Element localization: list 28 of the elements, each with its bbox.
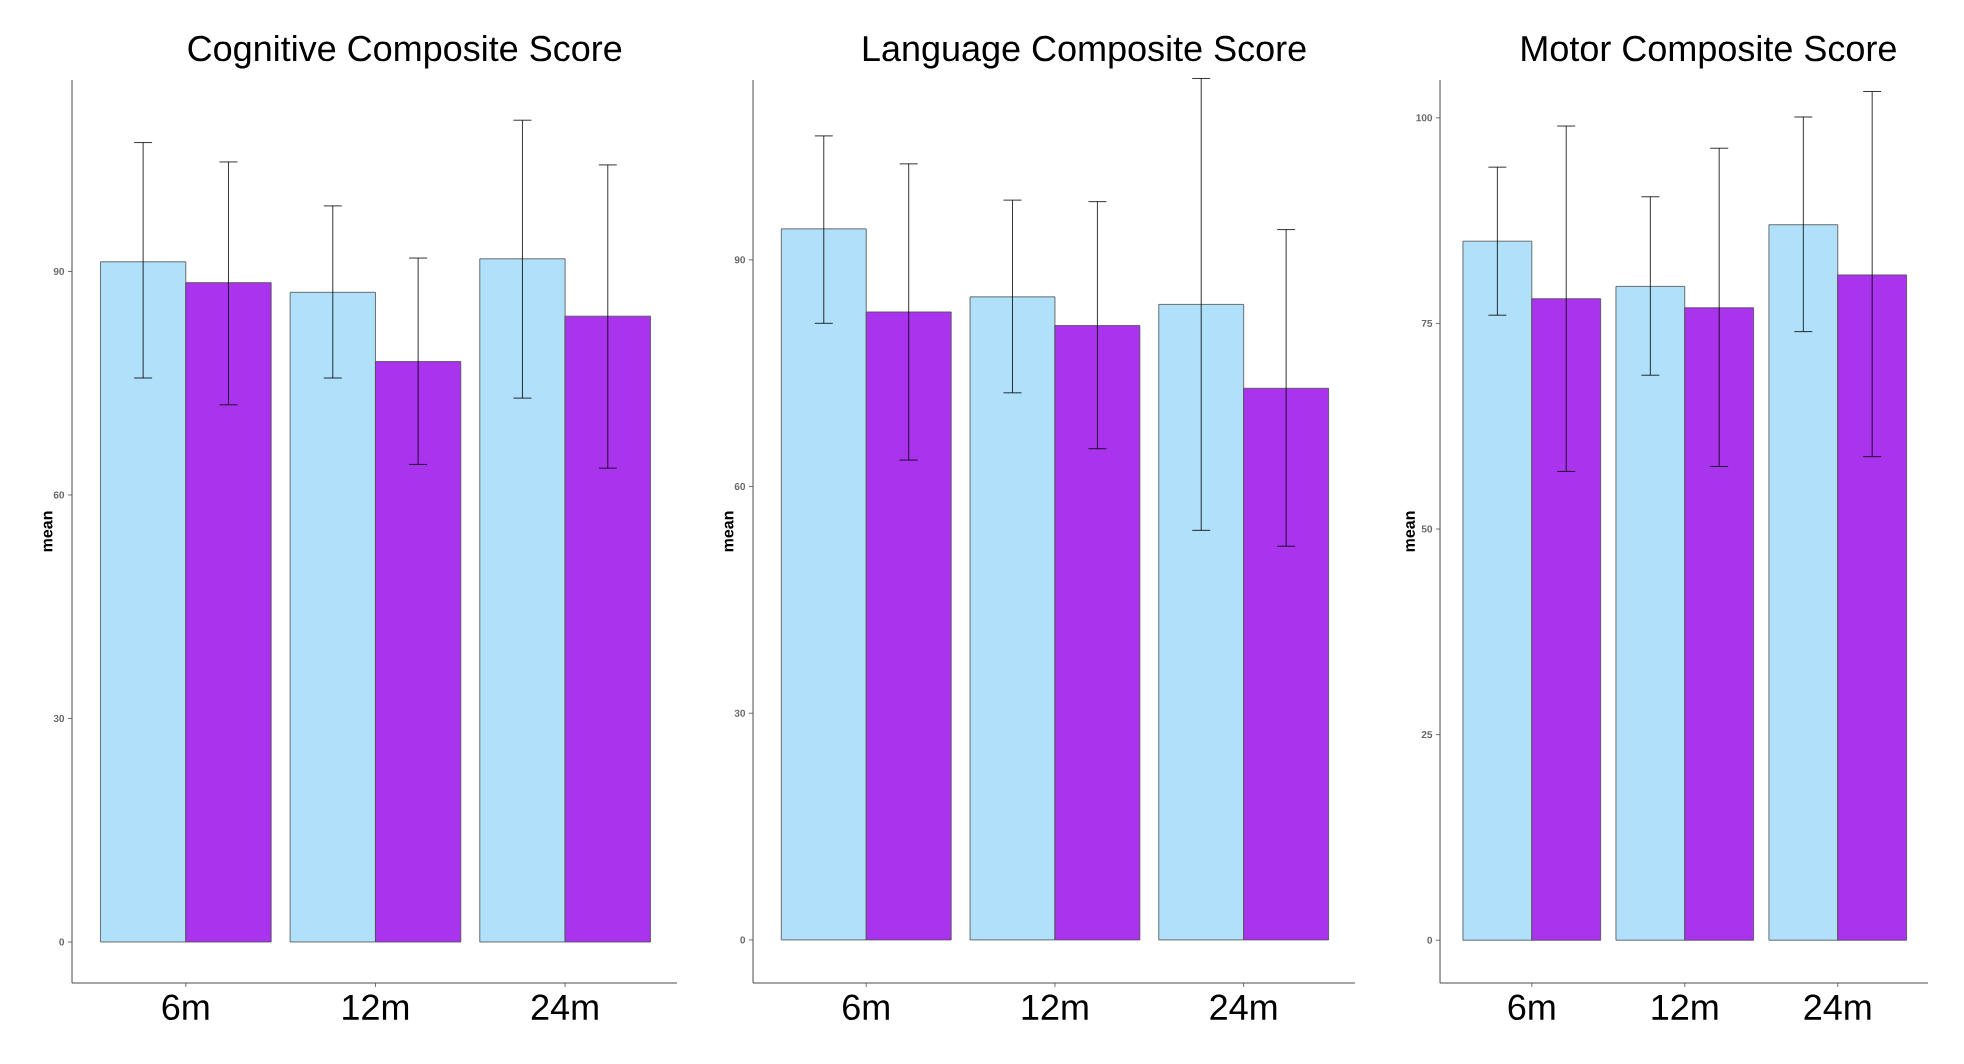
chart-title: Language Composite Score	[863, 34, 1306, 69]
x-tick-label: 12m	[343, 994, 409, 1020]
y-tick-label: 50	[1421, 525, 1433, 533]
x-tick-label: 24m	[531, 994, 598, 1020]
y-tick-label: 0	[59, 938, 65, 946]
y-tick-label: 0	[740, 936, 746, 944]
y-tick-label: 60	[734, 482, 746, 491]
x-tick-label: 12m	[1652, 994, 1718, 1020]
chart-title: Motor Composite Score	[1522, 34, 1896, 69]
x-tick-label: 6m	[162, 994, 209, 1020]
x-tick-label: 6m	[1508, 994, 1555, 1020]
y-tick-label: 30	[734, 709, 746, 717]
y-tick-label: 100	[1416, 114, 1433, 122]
y-tick-label: 30	[53, 714, 65, 723]
y-axis-title: mean	[43, 511, 53, 552]
x-tick-label: 24m	[1210, 994, 1277, 1020]
y-tick-label: 90	[53, 267, 65, 275]
y-axis-title: mean	[1406, 511, 1415, 552]
chart-title: Cognitive Composite Score	[188, 34, 622, 69]
y-tick-label: 60	[53, 491, 65, 499]
y-tick-label: 0	[1427, 936, 1433, 944]
y-tick-label: 90	[734, 256, 746, 264]
y-axis-title: mean	[724, 511, 734, 552]
x-tick-label: 24m	[1804, 994, 1871, 1020]
x-tick-label: 12m	[1022, 994, 1088, 1020]
y-tick-label: 75	[1421, 319, 1433, 327]
x-tick-label: 6m	[843, 994, 889, 1020]
y-tick-label: 25	[1421, 731, 1433, 739]
